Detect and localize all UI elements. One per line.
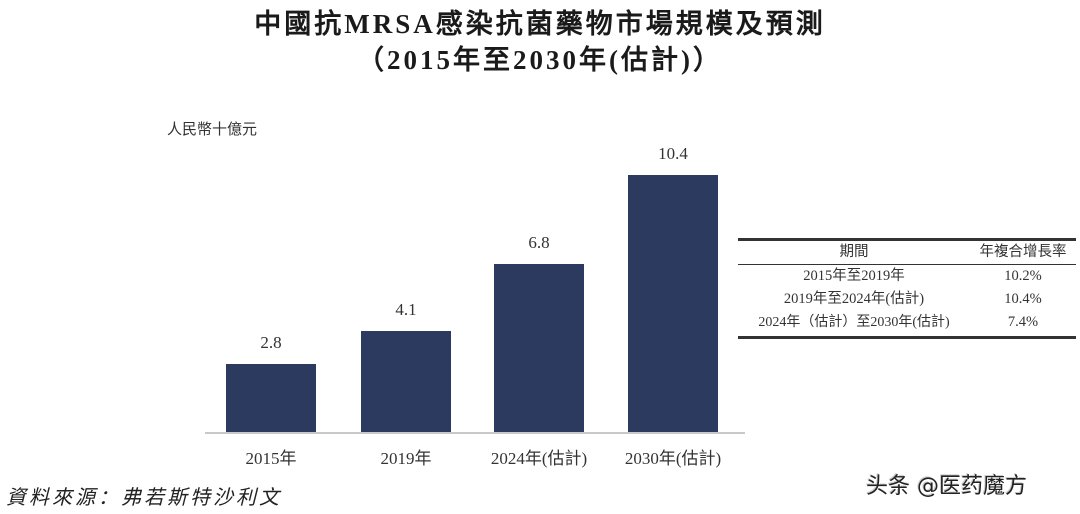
bar-value-label: 10.4 [658,144,688,163]
x-axis-category-label: 2024年(估計) [490,449,588,468]
bar-value-label: 4.1 [395,300,417,319]
cagr-cell: 10.2% [1004,268,1042,284]
source-note: 資料來源：弗若斯特沙利文 [6,487,282,509]
x-axis-line [205,432,745,434]
bar-3 [628,175,718,433]
x-axis-category-label: 2015年 [245,449,297,468]
x-axis-category-label: 2019年 [380,449,432,468]
cagr-cell: 7.4% [1007,314,1039,330]
bar-value-label: 6.8 [528,233,550,252]
period-cell: 2019年至2024年(估計) [783,291,925,307]
x-axis-category-label: 2030年(估計) [624,449,722,468]
header-period: 期間 [839,244,869,260]
y-axis-unit-label: 人民幣十億元 [167,122,258,138]
period-cell: 2015年至2019年 [803,268,905,284]
chart-subtitle: （2015年至2030年(估計)） [357,45,723,75]
cagr-cell: 10.4% [1004,291,1042,307]
period-cell: 2024年（估計）至2030年(估計) [758,315,950,330]
cagr-table-header: 期間 年複合增長率 [738,241,1076,265]
bar-2 [494,264,584,433]
bar-1 [361,331,451,433]
table-row: 2024年（估計）至2030年(估計) 7.4% [738,311,1076,334]
cagr-table: 期間 年複合增長率 2015年至2019年 10.2% 2019年至2024年(… [738,238,1076,339]
bar-0 [226,364,316,433]
chart-title: 中國抗MRSA感染抗菌藥物市場規模及預測 [254,9,826,39]
table-row: 2019年至2024年(估計) 10.4% [738,288,1076,311]
header-cagr: 年複合增長率 [979,244,1067,260]
table-row: 2015年至2019年 10.2% [738,265,1076,288]
watermark: 头条 @医药魔方 [866,474,1027,499]
bar-value-label: 2.8 [260,333,282,352]
